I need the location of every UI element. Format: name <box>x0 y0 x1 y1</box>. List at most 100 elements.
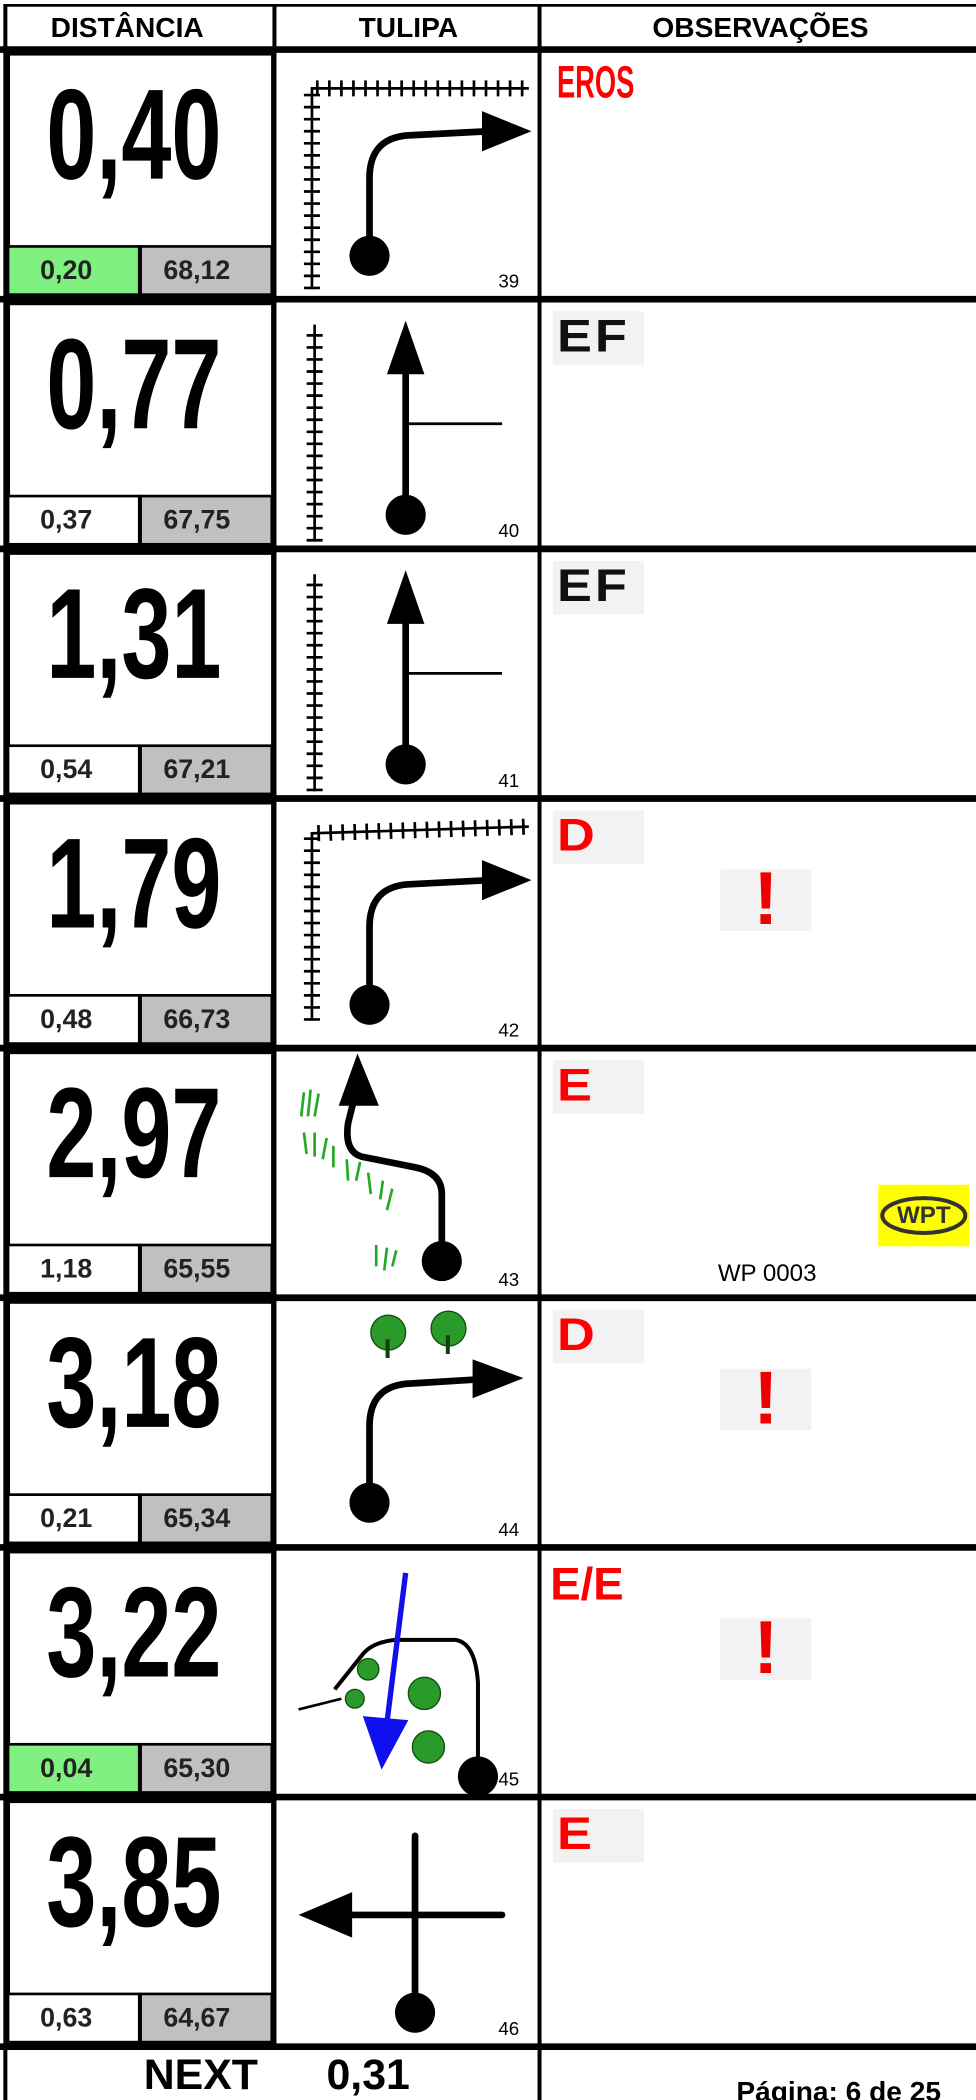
remaining-box <box>139 1992 274 2044</box>
tulip-shape <box>421 1240 462 1282</box>
distance-group: 1,31 <box>46 562 221 706</box>
distance: 3,18 <box>46 1311 221 1455</box>
distance: 1,79 <box>46 812 221 956</box>
remaining-box <box>139 245 274 296</box>
tulip-shape <box>386 320 425 375</box>
tulip-shape <box>407 1676 442 1711</box>
remaining: 64,67 <box>163 2002 230 2032</box>
tulip-diagram <box>306 570 503 792</box>
partial: 0,54 <box>40 754 92 784</box>
header-tulip: TULIPA <box>359 12 458 43</box>
partial: 0,48 <box>40 1004 92 1034</box>
alert: ! <box>753 1355 778 1439</box>
remaining-box <box>139 1493 274 1545</box>
tulip-shape <box>344 1092 446 1261</box>
tulips <box>298 80 532 2033</box>
tulip-diagram <box>298 1572 499 1797</box>
tulip-number: 39 <box>498 271 519 292</box>
partial: 0,63 <box>40 2002 92 2032</box>
note-box <box>552 810 644 865</box>
next-label: NEXT <box>144 2051 258 2099</box>
distance-group: 0,40 <box>46 63 221 207</box>
remaining: 65,34 <box>163 1503 230 1533</box>
wpt: WPT <box>897 1202 951 1229</box>
note: D <box>557 1310 598 1360</box>
note: EROS <box>557 57 634 108</box>
note-group: EROS <box>557 57 634 108</box>
tulip-number: 46 <box>498 2018 519 2039</box>
tulip-shape <box>366 876 493 1009</box>
wpt-ring <box>880 1196 968 1235</box>
tulip-shape <box>385 494 426 535</box>
tulip-diagram <box>298 1832 506 2033</box>
distance: 2,97 <box>46 1061 221 1205</box>
partial-box <box>6 494 141 546</box>
distance: 0,40 <box>46 63 221 207</box>
remaining: 67,21 <box>163 754 230 784</box>
partial: 0,20 <box>40 255 92 285</box>
partial-box <box>6 1992 141 2044</box>
tulip-shape <box>344 1688 365 1709</box>
note-box <box>552 1060 644 1114</box>
tulip-shape <box>349 235 390 276</box>
tulip-number: 44 <box>498 1519 519 1540</box>
tulip-shape <box>362 1716 409 1770</box>
partial: 0,37 <box>40 505 92 535</box>
remaining: 65,55 <box>163 1254 230 1284</box>
tulip-shape <box>299 1089 398 1271</box>
remaining-box <box>139 994 274 1045</box>
tulip-shape <box>472 1359 524 1399</box>
tulip-shape <box>366 1376 482 1504</box>
partial-box <box>6 994 141 1045</box>
distance-group: 3,22 <box>46 1561 221 1705</box>
tulip-diagram <box>349 1310 524 1523</box>
distance-group: 3,85 <box>46 1810 221 1954</box>
tulip-number: 45 <box>498 1768 519 1789</box>
tulip-shape <box>384 1572 409 1724</box>
remaining-box <box>139 1243 274 1295</box>
note-box <box>552 311 644 365</box>
tulip-shape <box>457 1756 499 1797</box>
tulip-shape <box>386 570 425 624</box>
note: E/E <box>550 1559 623 1610</box>
partial-box <box>6 245 141 296</box>
note: EF <box>557 561 630 611</box>
tulip-shape <box>310 87 529 290</box>
tulip-number: 40 <box>498 520 519 541</box>
tulip-diagram <box>303 818 532 1025</box>
note-box <box>552 1809 644 1863</box>
distance: 0,77 <box>46 312 221 456</box>
tulip-diagram <box>303 80 532 290</box>
waypoint: WP 0003 <box>718 1260 817 1287</box>
tulip-shape <box>349 1482 390 1523</box>
tulip-shape <box>385 1339 390 1359</box>
alert-box <box>720 1368 812 1431</box>
tulip-shape <box>445 1335 450 1355</box>
distance-group: 0,77 <box>46 312 221 456</box>
alert-box <box>720 1618 812 1680</box>
remaining: 67,75 <box>163 505 230 535</box>
note: E <box>557 1060 595 1110</box>
tulip-shape <box>298 1892 353 1938</box>
partial: 1,18 <box>40 1254 92 1284</box>
remaining-box <box>139 744 274 796</box>
note: EF <box>557 311 630 361</box>
tulip-shape <box>338 1053 379 1106</box>
note-box <box>552 1309 644 1364</box>
tulip-shape <box>298 1697 342 1711</box>
remaining-box <box>139 494 274 546</box>
partial-box <box>6 1493 141 1545</box>
note-box <box>552 560 644 615</box>
tulip-shape <box>303 818 530 1021</box>
tulip-number: 42 <box>498 1019 519 1040</box>
tulip-shape <box>394 1992 436 2033</box>
distance-group: 1,79 <box>46 812 221 956</box>
tulip-shape <box>411 1730 446 1764</box>
page-number: Página: 6 de 25 <box>736 2076 941 2100</box>
alert-box <box>720 869 812 932</box>
tulip-shape <box>333 1637 480 1777</box>
distance-group: 3,18 <box>46 1311 221 1455</box>
partial: 0,21 <box>40 1503 92 1533</box>
